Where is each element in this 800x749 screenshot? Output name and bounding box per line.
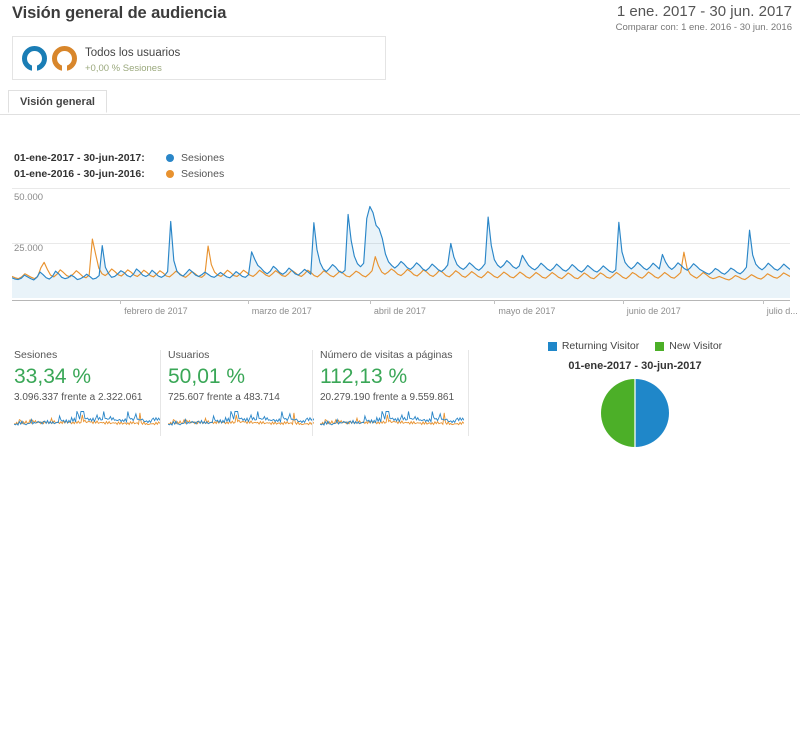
metric-compare: 20.279.190 frente a 9.559.861 — [320, 392, 455, 403]
chart-legend: 01-ene-2017 - 30-jun-2017: Sesiones 01-e… — [14, 150, 224, 182]
chart-legend-date-previous: 01-ene-2016 - 30-jun-2016: — [14, 168, 145, 180]
metric-divider — [312, 350, 313, 436]
metric-compare: 725.607 frente a 483.714 — [168, 392, 280, 403]
x-axis-tick-mark — [762, 300, 764, 304]
visitor-type-panel: Returning Visitor New Visitor 01-ene-201… — [470, 334, 800, 447]
x-axis-tick-label: junio de 2017 — [626, 306, 681, 316]
y-axis-label-top: 50.000 — [14, 192, 44, 203]
sessions-chart-panel: 01-ene-2017 - 30-jun-2017: Sesiones 01-e… — [0, 140, 800, 325]
metric-divider — [160, 350, 161, 436]
donut-orange-icon — [52, 46, 77, 71]
x-axis-tick-label: abril de 2017 — [373, 306, 426, 316]
chart-legend-date-current: 01-ene-2017 - 30-jun-2017: — [14, 152, 145, 164]
sessions-plot-area[interactable] — [12, 188, 790, 298]
date-range-block[interactable]: 1 ene. 2017 - 30 jun. 2017 Comparar con:… — [616, 2, 792, 34]
pie-legend: Returning Visitor New Visitor — [470, 340, 800, 352]
segment-label-wrap[interactable]: Todos los usuarios +0,00 % Sesiones — [85, 46, 180, 75]
series-area-current — [12, 206, 790, 298]
chart-legend-metric-previous: Sesiones — [181, 168, 225, 180]
tab-overview[interactable]: Visión general — [8, 90, 107, 113]
metric-sparkline-users — [168, 411, 314, 426]
pie-legend-label: New Visitor — [669, 340, 723, 352]
pie-legend-item-new[interactable]: New Visitor — [655, 340, 722, 352]
pie-swatch-returning-icon — [547, 341, 557, 351]
metric-card-pageviews[interactable]: Número de visitas a páginas 112,13 % 20.… — [320, 348, 468, 440]
x-axis-tick-label: febrero de 2017 — [124, 306, 188, 316]
metrics-panel: Sesiones 33,34 % 3.096.337 frente a 2.32… — [0, 334, 470, 444]
x-axis-tick-mark — [369, 300, 371, 304]
x-axis-tick-label: mayo de 2017 — [498, 306, 556, 316]
pie-swatch-new-icon — [655, 341, 665, 351]
x-axis-tick-mark — [247, 300, 249, 304]
pie-legend-item-returning[interactable]: Returning Visitor — [547, 340, 640, 352]
pie-slice-returning[interactable] — [635, 379, 669, 447]
segment-bar[interactable]: Todos los usuarios +0,00 % Sesiones — [12, 36, 386, 80]
series-line-current — [12, 205, 790, 281]
metric-value: 33,34 % — [14, 365, 92, 388]
chart-legend-metric-current: Sesiones — [181, 152, 225, 164]
series-line-previous — [12, 238, 790, 281]
pie-subtitle: 01-ene-2017 - 30-jun-2017 — [568, 360, 702, 372]
segment-sub: +0,00 % Sesiones — [85, 63, 162, 74]
metric-card-sessions[interactable]: Sesiones 33,34 % 3.096.337 frente a 2.32… — [14, 348, 164, 440]
x-axis-line — [12, 300, 790, 301]
metric-title: Usuarios — [168, 349, 210, 361]
x-axis-tick-mark — [622, 300, 624, 304]
segment-name: Todos los usuarios — [85, 47, 181, 59]
chart-legend-row-current[interactable]: 01-ene-2017 - 30-jun-2017: Sesiones — [14, 150, 224, 166]
metric-sparkline-pageviews — [320, 411, 464, 426]
visitor-type-pie-chart[interactable] — [565, 378, 705, 448]
metric-sparkline-sessions — [14, 411, 160, 426]
metric-title: Número de visitas a páginas — [320, 349, 453, 361]
metric-card-users[interactable]: Usuarios 50,01 % 725.607 frente a 483.71… — [168, 348, 318, 440]
segment-donut-group — [22, 46, 77, 71]
metric-title: Sesiones — [14, 349, 58, 361]
sessions-line-chart[interactable] — [12, 188, 790, 298]
x-axis-tick-label: marzo de 2017 — [251, 306, 312, 316]
x-axis-tick-mark — [120, 300, 122, 304]
pie-slice-new[interactable] — [601, 379, 635, 447]
y-axis-label-mid: 25.000 — [14, 243, 44, 254]
pie-legend-label: Returning Visitor — [561, 340, 640, 352]
legend-dot-orange-icon — [166, 170, 174, 178]
date-range-primary[interactable]: 1 ene. 2017 - 30 jun. 2017 — [616, 3, 792, 20]
legend-dot-blue-icon — [166, 154, 174, 162]
tab-strip: Visión general — [0, 90, 800, 115]
chart-legend-row-previous[interactable]: 01-ene-2016 - 30-jun-2016: Sesiones — [14, 166, 224, 182]
x-axis-tick-mark — [494, 300, 496, 304]
date-range-compare[interactable]: Comparar con: 1 ene. 2016 - 30 jun. 2016 — [615, 22, 792, 33]
metric-value: 112,13 % — [320, 365, 408, 388]
metric-divider — [468, 350, 469, 436]
donut-blue-icon — [22, 46, 47, 71]
pie-wrap — [470, 378, 800, 448]
metric-value: 50,01 % — [168, 365, 246, 388]
metric-compare: 3.096.337 frente a 2.322.061 — [14, 392, 143, 403]
page-title: Visión general de audiencia — [12, 4, 227, 22]
x-axis-tick-label: julio d... — [766, 306, 798, 316]
